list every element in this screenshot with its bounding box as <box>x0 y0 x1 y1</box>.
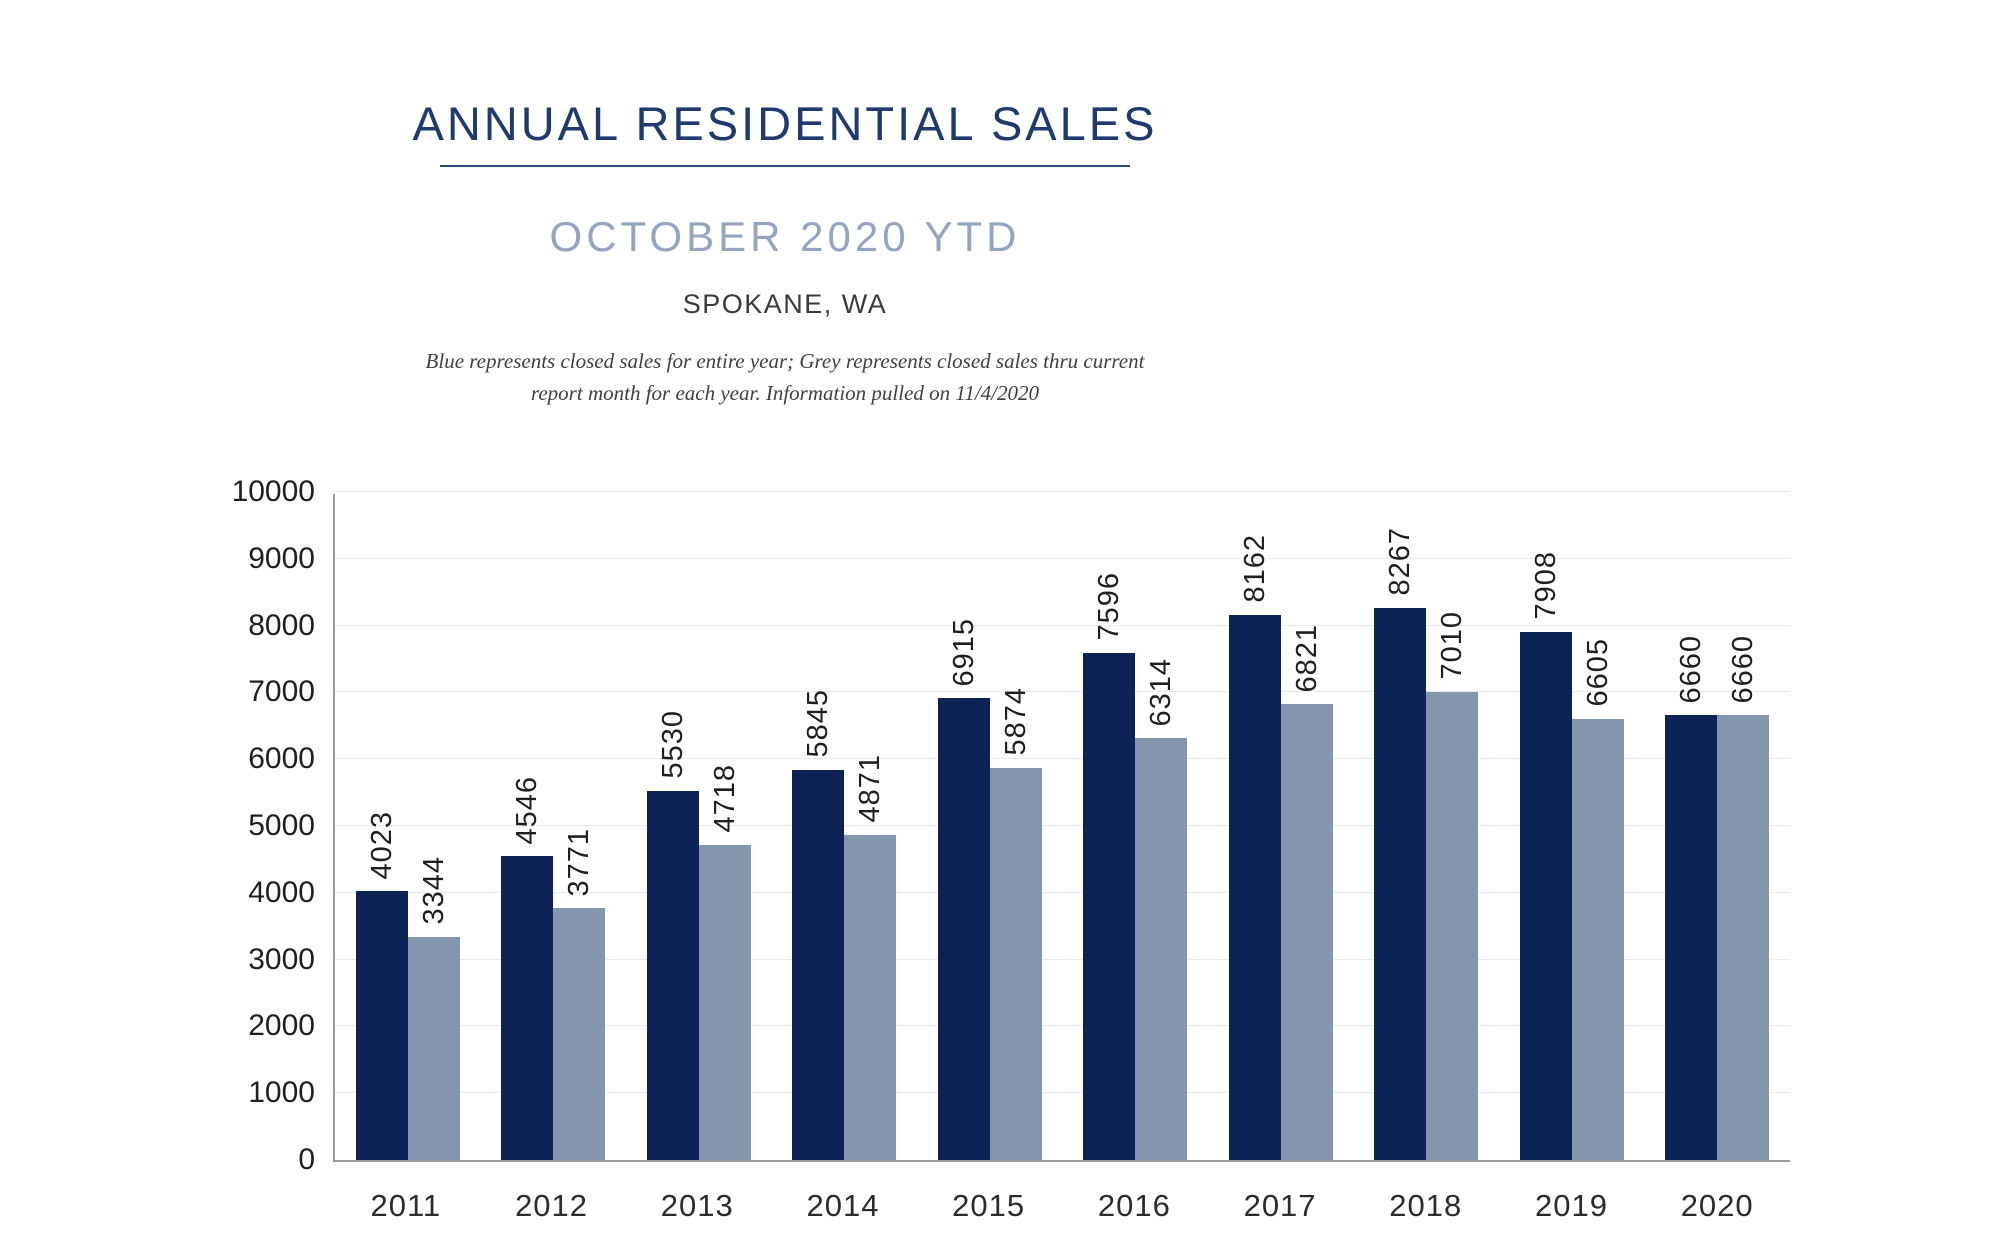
bar-value-label: 3344 <box>417 856 450 925</box>
gridline <box>335 691 1790 693</box>
bar-value-label: 4023 <box>365 810 398 880</box>
bar-2018-full-year: 8267 <box>1374 527 1427 1160</box>
gridline <box>335 557 1790 559</box>
bar-2019-full-year: 7908 <box>1519 551 1572 1160</box>
bar-group-2019: 7908 6605 <box>1499 494 1645 1160</box>
y-axis-tick-label: 0 <box>298 1143 315 1176</box>
y-axis-tick-label: 2000 <box>248 1009 315 1043</box>
bar-2015-ytd: 5874 <box>989 687 1042 1160</box>
gridline <box>335 491 1790 492</box>
report-period-subtitle: OCTOBER 2020 YTD <box>549 213 1021 260</box>
bar-value-label: 6660 <box>1727 634 1760 704</box>
x-axis-label-2019: 2019 <box>1534 1188 1608 1223</box>
bar-2012-ytd: 3771 <box>553 828 606 1160</box>
x-axis-label-2018: 2018 <box>1389 1188 1463 1223</box>
bar-2016-ytd: 6314 <box>1135 658 1188 1160</box>
bar-2013-full-year: 5530 <box>646 710 699 1160</box>
bar-2017-ytd: 6821 <box>1280 624 1333 1160</box>
bar-2015-full-year: 6915 <box>937 618 990 1160</box>
x-axis-label-2014: 2014 <box>806 1188 880 1223</box>
bar-2014-ytd: 4871 <box>844 754 897 1160</box>
bar-2018-ytd: 7010 <box>1426 611 1479 1160</box>
bar-2014-full-year: 5845 <box>792 689 845 1160</box>
y-axis-tick-label: 5000 <box>248 809 315 842</box>
bar-value-label: 8162 <box>1238 534 1271 603</box>
x-axis-label-2011: 2011 <box>370 1188 442 1223</box>
bar-group-2014: 5845 4871 <box>772 494 918 1160</box>
x-axis-label-2013: 2013 <box>660 1188 734 1223</box>
bar-2020-ytd: 6660 <box>1717 635 1770 1160</box>
bar-2012-full-year: 4546 <box>501 776 554 1160</box>
gridline <box>335 1025 1790 1027</box>
x-axis-label-2015: 2015 <box>952 1188 1026 1223</box>
bar-group-2012: 4546 3771 <box>481 494 627 1160</box>
bar-2016-full-year: 7596 <box>1083 572 1136 1160</box>
bar-value-label: 5845 <box>802 689 835 758</box>
gridline <box>335 1092 1790 1094</box>
bar-value-label: 6821 <box>1290 623 1323 693</box>
bar-group-2015: 6915 5874 <box>917 494 1063 1160</box>
y-axis-tick-label: 9000 <box>248 541 315 575</box>
legend-note-line-2: report month for each year. Information … <box>530 380 1040 405</box>
bar-value-label: 7908 <box>1529 551 1562 620</box>
bar-value-label: 8267 <box>1384 527 1417 596</box>
bar-group-2017: 8162 6821 <box>1208 494 1354 1160</box>
bar-value-label: 4718 <box>708 764 741 833</box>
bar-value-label: 4546 <box>511 775 544 845</box>
bar-value-label: 5874 <box>999 687 1032 756</box>
gridline <box>335 758 1790 760</box>
bar-2011-full-year: 4023 <box>355 811 408 1160</box>
bar-2013-ytd: 4718 <box>698 764 751 1160</box>
plot-area: 4023 3344 4546 3771 5530 4718 5845 4871 6915 5874… <box>232 476 1790 1176</box>
bar-groups: 4023 3344 4546 3771 5530 4718 5845 4871 6915 5874… <box>335 494 1790 1160</box>
bar-value-label: 3771 <box>563 827 596 897</box>
bar-group-2013: 5530 4718 <box>626 494 772 1160</box>
y-axis-tick-label: 6000 <box>248 742 315 776</box>
bar-value-label: 7010 <box>1436 611 1469 680</box>
bar-group-2018: 8267 7010 <box>1354 494 1500 1160</box>
bar-value-label: 4871 <box>854 754 887 823</box>
legend-note-line-1: Blue represents closed sales for entire … <box>425 349 1145 373</box>
bar-2011-ytd: 3344 <box>407 856 460 1160</box>
x-axis-label-2020: 2020 <box>1680 1188 1754 1223</box>
y-axis-tick-label: 3000 <box>248 942 315 976</box>
gridline <box>335 958 1790 960</box>
bar-value-label: 7596 <box>1093 572 1126 641</box>
report-location: SPOKANE, WA <box>682 289 888 319</box>
bar-group-2020: 6660 6660 <box>1645 494 1791 1160</box>
title-underline <box>440 165 1130 167</box>
x-axis-label-2017: 2017 <box>1243 1188 1317 1223</box>
legend-note: Blue represents closed sales for entire … <box>0 346 1570 409</box>
report-header: ANNUAL RESIDENTIAL SALES OCTOBER 2020 YT… <box>0 96 1570 409</box>
bar-2017-full-year: 8162 <box>1228 534 1281 1160</box>
y-axis-tick-label: 8000 <box>248 608 315 642</box>
x-axis-labels: 2011 2012 2013 2014 2015 2016 2017 2018 2019 2020 <box>333 1188 1790 1224</box>
x-axis-label-2016: 2016 <box>1097 1188 1171 1223</box>
y-axis-tick-label: 7000 <box>248 675 315 709</box>
y-axis-tick-label: 10000 <box>231 475 315 508</box>
gridline <box>335 624 1790 626</box>
bar-value-label: 6314 <box>1145 657 1178 727</box>
page-title: ANNUAL RESIDENTIAL SALES <box>412 97 1158 150</box>
gridline <box>335 891 1790 893</box>
bar-2019-ytd: 6605 <box>1571 638 1624 1160</box>
bar-value-label: 6605 <box>1581 638 1614 707</box>
y-axis-tick-label: 4000 <box>248 875 315 909</box>
x-axis-label-2012: 2012 <box>515 1188 589 1223</box>
y-axis-tick-label: 1000 <box>248 1076 315 1110</box>
bar-value-label: 6660 <box>1675 634 1708 704</box>
bar-2020-full-year: 6660 <box>1665 635 1718 1160</box>
gridline <box>335 825 1790 826</box>
bar-group-2011: 4023 3344 <box>335 494 481 1160</box>
bar-group-2016: 7596 6314 <box>1063 494 1209 1160</box>
bar-value-label: 5530 <box>656 710 689 779</box>
bar-value-label: 6915 <box>947 617 980 687</box>
